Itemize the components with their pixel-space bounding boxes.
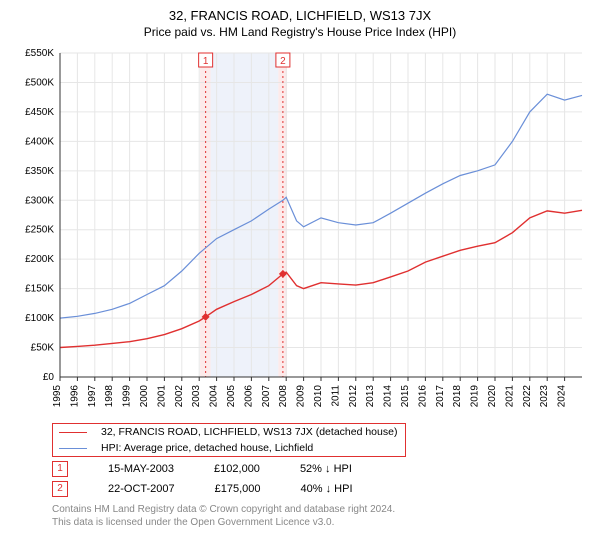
svg-text:2018: 2018: [452, 385, 463, 408]
svg-text:2019: 2019: [470, 385, 481, 408]
svg-text:1999: 1999: [122, 385, 133, 408]
svg-text:2024: 2024: [557, 385, 568, 408]
legend-label: HPI: Average price, detached house, Lich…: [95, 440, 406, 457]
svg-text:1996: 1996: [69, 385, 80, 408]
svg-text:2011: 2011: [330, 385, 341, 407]
svg-text:2013: 2013: [365, 385, 376, 408]
sale-marker-icon: 2: [52, 481, 68, 497]
svg-text:1: 1: [203, 56, 209, 67]
svg-text:2009: 2009: [296, 385, 307, 408]
svg-text:2017: 2017: [435, 385, 446, 408]
svg-text:2003: 2003: [191, 385, 202, 408]
svg-text:2020: 2020: [487, 385, 498, 408]
chart-container: 32, FRANCIS ROAD, LICHFIELD, WS13 7JX Pr…: [0, 0, 600, 533]
sale-row: 2 22-OCT-2007 £175,000 40% ↓ HPI: [52, 481, 588, 497]
svg-text:2015: 2015: [400, 385, 411, 408]
svg-text:2006: 2006: [243, 385, 254, 408]
footer-line: This data is licensed under the Open Gov…: [52, 516, 588, 529]
svg-text:2: 2: [280, 56, 286, 67]
svg-text:1998: 1998: [104, 385, 115, 408]
svg-text:£450K: £450K: [25, 107, 54, 118]
footer-attribution: Contains HM Land Registry data © Crown c…: [52, 503, 588, 529]
sale-pct: 40% ↓ HPI: [301, 483, 353, 495]
chart-svg: £0 £50K £100K £150K £200K £250K £300K £350K £400…: [12, 47, 588, 417]
svg-text:2008: 2008: [278, 385, 289, 408]
footer-line: Contains HM Land Registry data © Crown c…: [52, 503, 588, 516]
sale-marker-icon: 1: [52, 461, 68, 477]
svg-text:£50K: £50K: [31, 343, 55, 354]
svg-text:2004: 2004: [209, 385, 220, 408]
sale-pct: 52% ↓ HPI: [300, 463, 352, 475]
svg-text:1997: 1997: [87, 385, 98, 408]
svg-text:2005: 2005: [226, 385, 237, 408]
svg-text:£250K: £250K: [25, 225, 54, 236]
chart-plot-area: £0 £50K £100K £150K £200K £250K £300K £350K £400…: [12, 47, 588, 417]
svg-text:2022: 2022: [522, 385, 533, 408]
svg-text:£150K: £150K: [25, 284, 54, 295]
svg-text:£0: £0: [43, 372, 55, 383]
svg-text:£350K: £350K: [25, 166, 54, 177]
sale-price: £102,000: [214, 463, 260, 475]
svg-text:£300K: £300K: [25, 195, 54, 206]
sale-row: 1 15-MAY-2003 £102,000 52% ↓ HPI: [52, 461, 588, 477]
svg-text:2016: 2016: [417, 385, 428, 408]
svg-text:2021: 2021: [504, 385, 515, 408]
legend-swatch: [59, 448, 87, 449]
legend-label: 32, FRANCIS ROAD, LICHFIELD, WS13 7JX (d…: [95, 424, 406, 441]
svg-text:2002: 2002: [174, 385, 185, 408]
svg-text:2014: 2014: [383, 385, 394, 408]
svg-text:£400K: £400K: [25, 136, 54, 147]
svg-text:£100K: £100K: [25, 313, 54, 324]
svg-text:2007: 2007: [261, 385, 272, 408]
legend: 32, FRANCIS ROAD, LICHFIELD, WS13 7JX (d…: [52, 423, 406, 457]
legend-swatch: [59, 432, 87, 433]
chart-title: 32, FRANCIS ROAD, LICHFIELD, WS13 7JX: [12, 8, 588, 23]
sale-date: 22-OCT-2007: [108, 483, 175, 495]
svg-text:£500K: £500K: [25, 77, 54, 88]
sale-date: 15-MAY-2003: [108, 463, 174, 475]
svg-text:2001: 2001: [156, 385, 167, 408]
legend-row: HPI: Average price, detached house, Lich…: [53, 440, 406, 457]
svg-text:£550K: £550K: [25, 48, 54, 59]
svg-text:2012: 2012: [348, 385, 359, 408]
svg-text:2000: 2000: [139, 385, 150, 408]
chart-subtitle: Price paid vs. HM Land Registry's House …: [12, 25, 588, 39]
svg-text:£200K: £200K: [25, 254, 54, 265]
svg-text:2010: 2010: [313, 385, 324, 408]
svg-text:1995: 1995: [52, 385, 63, 408]
sale-price: £175,000: [215, 483, 261, 495]
svg-text:2023: 2023: [539, 385, 550, 408]
legend-row: 32, FRANCIS ROAD, LICHFIELD, WS13 7JX (d…: [53, 424, 406, 441]
